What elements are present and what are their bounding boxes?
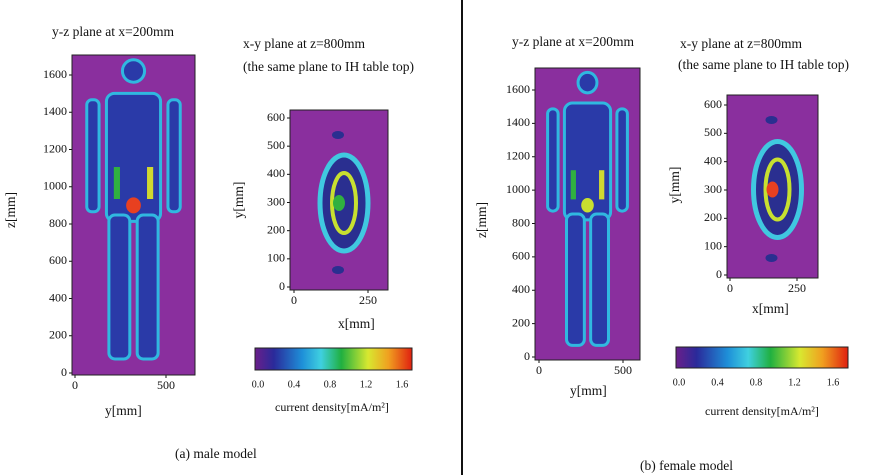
body-section <box>332 266 344 274</box>
y-axis-label: y[mm] <box>667 167 682 204</box>
y-tick-label: 1400 <box>506 115 530 129</box>
body-shape <box>85 98 101 214</box>
x-tick-label: 0 <box>536 363 542 377</box>
panel-subtitle: (the same plane to IH table top) <box>678 57 849 72</box>
hotspot <box>766 181 779 198</box>
plot-frame <box>71 54 196 376</box>
body-shape <box>166 98 182 214</box>
hotspot <box>126 197 141 214</box>
hotspot <box>333 195 345 211</box>
colorbar <box>675 346 849 369</box>
y-tick-label: 1000 <box>506 182 530 196</box>
body-shape <box>565 212 586 347</box>
colorbar-tick-label: 0.0 <box>673 377 686 388</box>
y-tick-label: 300 <box>267 194 285 208</box>
hotspot <box>147 167 154 199</box>
y-axis-label: z[mm] <box>474 202 489 238</box>
y-tick-label: 400 <box>267 166 285 180</box>
plot-frame <box>289 109 389 291</box>
y-axis-label: z[mm] <box>3 192 18 228</box>
body-shape <box>576 70 599 95</box>
hotspot <box>581 197 594 213</box>
y-tick-label: 500 <box>704 125 722 139</box>
body-section <box>763 157 792 222</box>
y-tick-label: 1200 <box>43 141 67 155</box>
hotspot <box>113 167 120 199</box>
y-tick-label: 200 <box>512 315 530 329</box>
colorbar-tick-label: 0.4 <box>711 377 724 388</box>
panel-title: y-z plane at x=200mm <box>512 34 634 49</box>
x-tick-label: 500 <box>614 363 632 377</box>
plot-frame <box>726 94 819 279</box>
panel-title: y-z plane at x=200mm <box>52 24 174 39</box>
y-tick-label: 600 <box>49 253 67 267</box>
y-axis-label: y[mm] <box>231 182 246 219</box>
x-tick-label: 0 <box>727 281 733 295</box>
y-tick-label: 600 <box>267 110 285 124</box>
body-shape <box>135 213 160 361</box>
body-shape <box>589 212 611 347</box>
colorbar <box>254 347 413 371</box>
colorbar-tick-label: 0.0 <box>252 379 265 390</box>
plot-frame <box>534 67 641 361</box>
body-section <box>765 254 778 262</box>
colorbar-tick-label: 0.8 <box>324 379 337 390</box>
body-shape <box>546 107 560 213</box>
body-shape <box>107 213 132 361</box>
body-section <box>332 131 344 139</box>
x-tick-label: 250 <box>359 293 377 307</box>
x-tick-label: 250 <box>788 281 806 295</box>
y-tick-label: 1200 <box>506 149 530 163</box>
y-tick-label: 300 <box>704 182 722 196</box>
y-tick-label: 800 <box>512 215 530 229</box>
x-tick-label: 0 <box>72 378 78 392</box>
hotspot <box>599 170 605 200</box>
body-shape <box>615 107 629 213</box>
colorbar-tick-label: 0.8 <box>750 377 763 388</box>
x-tick-label: 500 <box>157 378 175 392</box>
y-tick-label: 200 <box>267 222 285 236</box>
y-tick-label: 0 <box>279 279 285 293</box>
y-tick-label: 400 <box>512 282 530 296</box>
hotspot <box>570 170 576 200</box>
body-section <box>330 171 358 235</box>
x-tick-label: 0 <box>291 293 297 307</box>
x-axis-label: y[mm] <box>570 383 607 398</box>
y-tick-label: 100 <box>267 251 285 265</box>
y-tick-label: 0 <box>61 365 67 379</box>
colorbar-tick-label: 1.2 <box>788 377 801 388</box>
colorbar-tick-label: 1.2 <box>360 379 373 390</box>
body-section <box>765 116 778 124</box>
x-axis-label: y[mm] <box>105 403 142 418</box>
y-tick-label: 1600 <box>506 82 530 96</box>
y-tick-label: 100 <box>704 238 722 252</box>
y-tick-label: 600 <box>512 249 530 263</box>
colorbar-label: current density[mA/m²] <box>705 404 819 418</box>
y-tick-label: 0 <box>716 267 722 281</box>
caption: (a) male model <box>175 446 257 461</box>
panel-subtitle: (the same plane to IH table top) <box>243 59 414 74</box>
colorbar-tick-label: 1.6 <box>396 379 409 390</box>
y-tick-label: 500 <box>267 138 285 152</box>
x-axis-label: x[mm] <box>338 316 375 331</box>
colorbar-tick-label: 1.6 <box>827 377 840 388</box>
y-tick-label: 800 <box>49 216 67 230</box>
y-tick-label: 1400 <box>43 104 67 118</box>
panel-title: x-y plane at z=800mm <box>243 36 365 51</box>
colorbar-tick-label: 0.4 <box>288 379 301 390</box>
y-tick-label: 1600 <box>43 67 67 81</box>
y-tick-label: 0 <box>524 349 530 363</box>
y-tick-label: 200 <box>704 210 722 224</box>
x-axis-label: x[mm] <box>752 301 789 316</box>
y-tick-label: 400 <box>704 153 722 167</box>
y-tick-label: 1000 <box>43 179 67 193</box>
y-tick-label: 600 <box>704 97 722 111</box>
caption: (b) female model <box>640 458 733 473</box>
y-tick-label: 400 <box>49 290 67 304</box>
body-shape <box>120 58 147 84</box>
panel-title: x-y plane at z=800mm <box>680 36 802 51</box>
y-tick-label: 200 <box>49 328 67 342</box>
colorbar-label: current density[mA/m²] <box>275 400 389 414</box>
